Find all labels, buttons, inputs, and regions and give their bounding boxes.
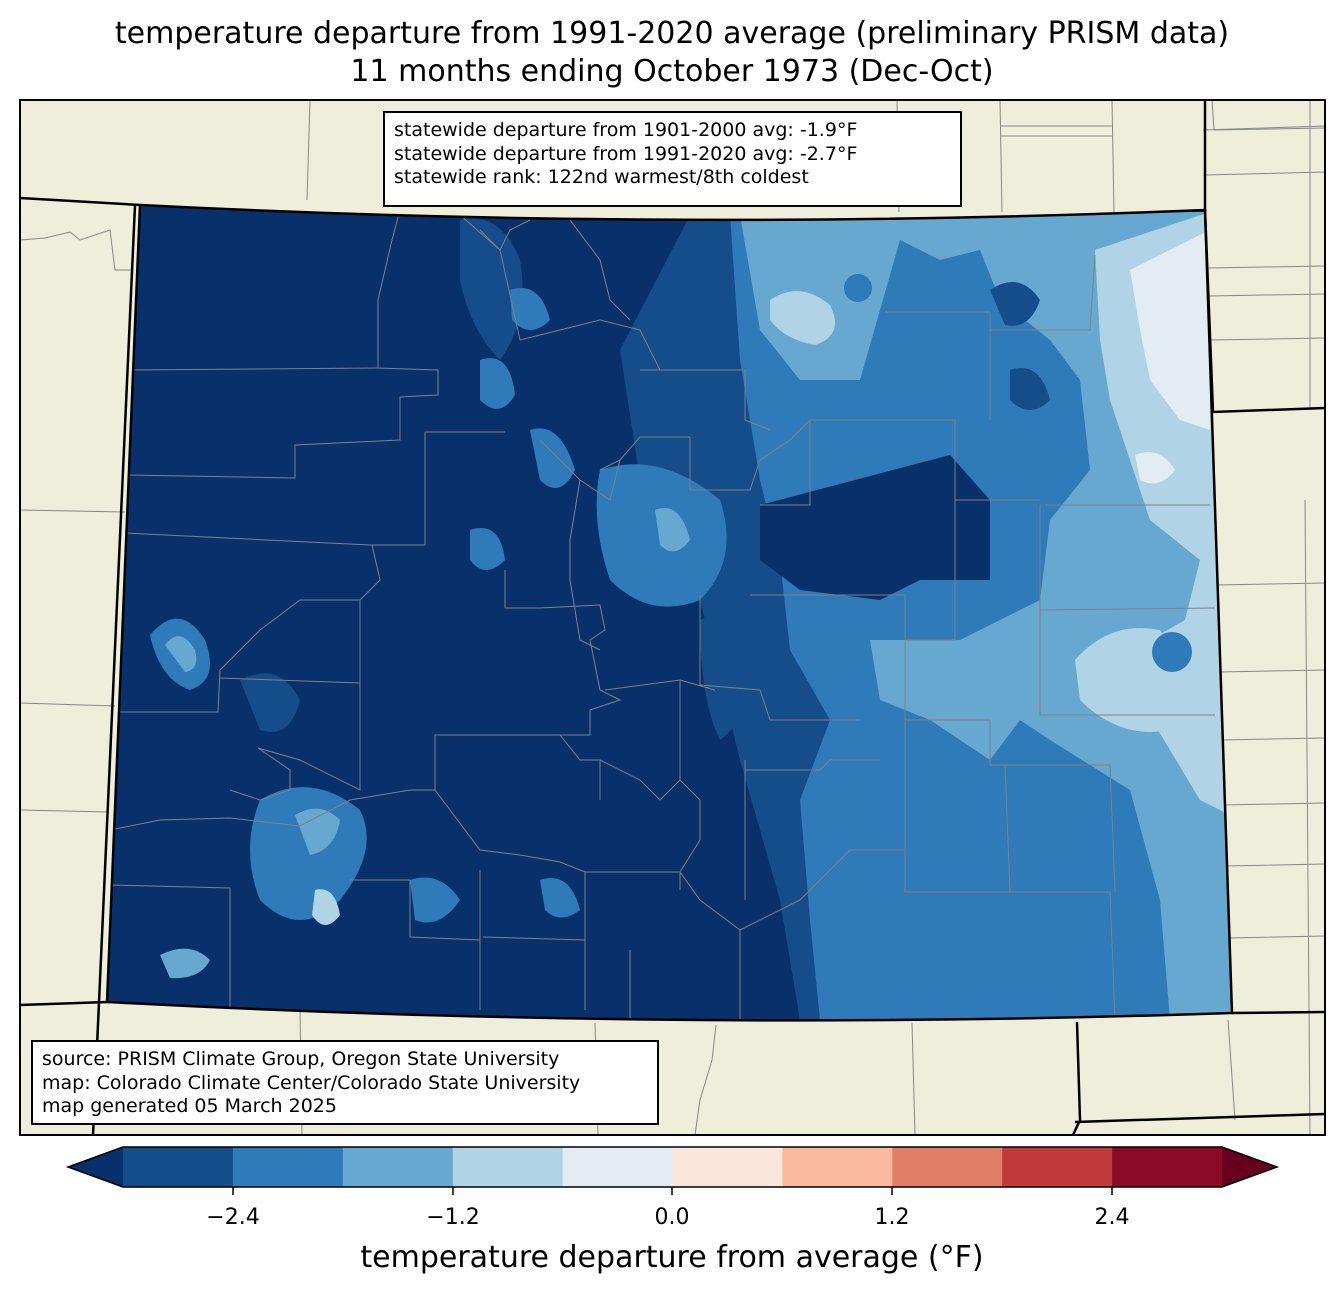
stats-line-3: statewide rank: 122nd warmest/8th coldes…	[394, 166, 809, 188]
map-subtitle: 11 months ending October 1973 (Dec-Oct)	[350, 54, 994, 89]
colorbar-extend-min	[68, 1147, 123, 1187]
colorbar-segment	[1002, 1147, 1113, 1187]
colorbar-segment	[1112, 1147, 1223, 1187]
colorbar-extend-max	[1222, 1147, 1277, 1187]
colorbar-segment	[232, 1147, 344, 1187]
source-box: source: PRISM Climate Group, Oregon Stat…	[31, 1040, 659, 1125]
colorbar-segment	[342, 1147, 454, 1187]
colorbar-segment	[452, 1147, 564, 1187]
colorbar-outline	[65, 1146, 1280, 1188]
county-lines	[109, 209, 1216, 1021]
source-line-2: map: Colorado Climate Center/Colorado St…	[42, 1071, 581, 1094]
source-line-1: source: PRISM Climate Group, Oregon Stat…	[42, 1048, 560, 1070]
colorbar-tick-label: 0.0	[654, 1205, 690, 1230]
statewide-stats-box: statewide departure from 1901-2000 avg: …	[383, 111, 962, 207]
colorbar-segment	[892, 1147, 1003, 1187]
colorbar-segment	[123, 1147, 234, 1187]
map-frame	[19, 99, 1326, 1136]
colorbar-tick-label: −1.2	[426, 1205, 480, 1230]
colorbar-tick-label: 1.2	[874, 1205, 910, 1230]
colorbar-segment	[782, 1147, 893, 1187]
temperature-field	[107, 205, 1232, 1021]
colorbar-tick-label: −2.4	[206, 1205, 260, 1230]
stats-line-1: statewide departure from 1901-2000 avg: …	[394, 119, 858, 141]
colorbar-segment	[562, 1147, 673, 1187]
source-line-3: map generated 05 March 2025	[42, 1095, 337, 1117]
colorbar-segment	[672, 1147, 783, 1187]
state-borders	[20, 100, 1325, 1135]
colorbar-tick-label: 2.4	[1094, 1205, 1130, 1230]
map-title: temperature departure from 1991-2020 ave…	[114, 16, 1230, 51]
stats-line-2: statewide departure from 1991-2020 avg: …	[394, 142, 858, 165]
colorbar-label: temperature departure from average (°F)	[360, 1240, 984, 1275]
colorbar-ticks	[232, 1187, 1113, 1195]
colorbar	[68, 1147, 1277, 1187]
